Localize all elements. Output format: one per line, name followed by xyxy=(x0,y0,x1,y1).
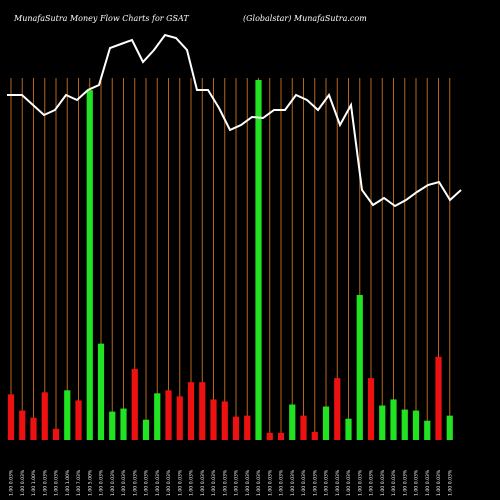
x-tick-label: 1.00 0.03% xyxy=(436,469,442,496)
x-tick-label: 1.00 0.03% xyxy=(20,469,26,496)
volume-bar xyxy=(277,432,285,440)
x-tick-label: 1.00 0.03% xyxy=(301,469,307,496)
volume-bar xyxy=(199,382,206,440)
x-tick-label: 1.00 0.03% xyxy=(110,469,116,496)
volume-bar xyxy=(322,406,330,440)
x-tick-label: 1.00 0.03% xyxy=(42,469,48,496)
volume-bar xyxy=(300,415,307,440)
x-tick-label: 1.00 0.03% xyxy=(222,469,228,496)
volume-bar xyxy=(41,392,48,440)
volume-bar xyxy=(311,431,318,440)
x-tick-label: 1.00 0.03% xyxy=(99,469,105,496)
volume-bars xyxy=(7,80,453,441)
volume-bar xyxy=(390,399,397,440)
x-tick-label: 1.00 0.03% xyxy=(414,469,420,496)
x-tick-label: 1.00 0.03% xyxy=(166,469,172,496)
volume-bar xyxy=(412,410,420,440)
chart-subtitle: (Globalstar) MunafaSutra.com xyxy=(243,14,367,23)
volume-bar xyxy=(244,415,251,440)
x-tick-label: 1.00 0.03% xyxy=(132,469,138,496)
x-tick-label: 1.00 0.03% xyxy=(256,469,262,496)
x-tick-label: 1.00 0.03% xyxy=(279,469,285,496)
volume-bar xyxy=(255,80,262,440)
x-tick-label: 1.00 0.03% xyxy=(380,469,386,496)
x-tick-label: 1.00 0.03% xyxy=(245,469,251,496)
volume-bar xyxy=(109,411,116,440)
volume-bar xyxy=(75,400,82,440)
volume-bar xyxy=(97,343,105,440)
x-tick-label: 1.00 0.03% xyxy=(335,469,341,496)
x-tick-label: 1.00 0.03% xyxy=(391,469,397,496)
volume-bar xyxy=(86,90,93,441)
volume-bar xyxy=(7,394,15,440)
x-tick-label: 1.00 0.03% xyxy=(211,469,217,496)
x-tick-label: 1.00 0.03% xyxy=(312,469,318,496)
grid-lines xyxy=(10,78,451,440)
volume-bar xyxy=(435,356,442,440)
x-tick-label: 1.00 0.03% xyxy=(346,469,352,496)
volume-bar xyxy=(334,378,341,440)
price-line-path xyxy=(7,33,462,208)
x-tick-label: 1.00 0.03% xyxy=(121,469,127,496)
x-tick-label: 1.00 0.03% xyxy=(144,469,150,496)
volume-bar xyxy=(221,401,228,440)
x-tick-label: 1.00 0.03% xyxy=(155,469,161,496)
x-tick-label: 1.00 0.03% xyxy=(290,469,296,496)
x-tick-label: 1.00 0.03% xyxy=(369,469,375,496)
volume-bar xyxy=(187,382,195,440)
x-tick-label: 1.00 0.03% xyxy=(54,469,60,496)
x-tick-label: 1.00 0.03% xyxy=(200,469,206,496)
x-tick-label: 1.00 1.00% xyxy=(65,469,71,496)
volume-bar xyxy=(19,410,26,440)
volume-bar xyxy=(52,428,60,440)
chart-title: MunafaSutra Money Flow Charts for GSAT xyxy=(13,14,189,23)
x-tick-label: 1.00 0.03% xyxy=(425,469,431,496)
volume-bar xyxy=(266,432,273,440)
x-tick-label: 1.00 0.03% xyxy=(177,469,183,496)
volume-bar xyxy=(446,415,453,440)
volume-bar xyxy=(142,419,150,440)
x-tick-label: 1.00 0.03% xyxy=(402,469,408,496)
x-tick-label: 1.00 1.00% xyxy=(31,469,37,496)
volume-bar xyxy=(154,393,161,440)
volume-bar xyxy=(176,396,183,440)
price-line xyxy=(7,33,462,208)
volume-bar xyxy=(30,417,37,440)
volume-bar xyxy=(165,390,172,440)
volume-bar xyxy=(367,378,375,440)
volume-bar xyxy=(345,418,352,440)
x-tick-label: 1.00 0.03% xyxy=(234,469,240,496)
volume-bar xyxy=(401,409,408,440)
volume-bar xyxy=(131,369,138,440)
x-tick-label: 1.00 0.03% xyxy=(357,469,363,496)
x-tick-labels: 1.00 0.03% 1.00 0.03% 1.00 1.00% 1.00 0.03%… xyxy=(9,469,454,496)
x-tick-label: 1.00 5.00% xyxy=(87,469,93,496)
x-tick-label: 1.00 0.03% xyxy=(447,469,453,496)
x-tick-label: 1.00 0.03% xyxy=(324,469,330,496)
volume-bar xyxy=(64,390,71,440)
volume-bar xyxy=(424,420,431,440)
volume-bar xyxy=(379,405,386,440)
x-tick-label: 1.00 0.03% xyxy=(189,469,195,496)
volume-bar xyxy=(210,399,217,440)
x-tick-label: 1.00 0.03% xyxy=(9,469,15,496)
x-tick-label: 1.00 0.03% xyxy=(267,469,273,496)
volume-bar xyxy=(289,404,296,440)
volume-bar xyxy=(120,408,127,440)
x-tick-label: 1.00 7.03% xyxy=(76,469,82,496)
volume-bar xyxy=(232,416,240,440)
volume-bar xyxy=(356,294,363,440)
